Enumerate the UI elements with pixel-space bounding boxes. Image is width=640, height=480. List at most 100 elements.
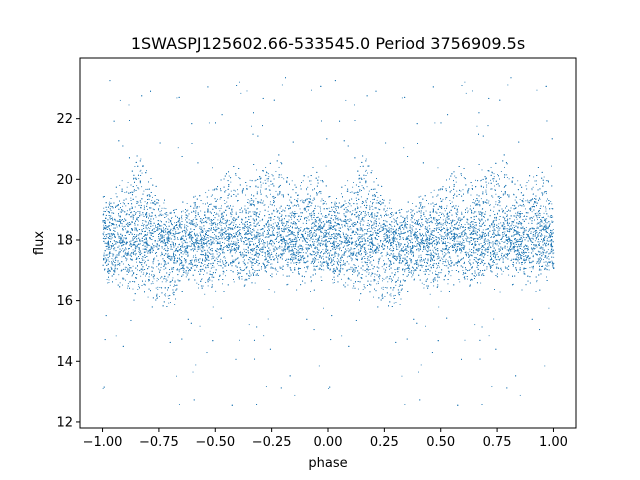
data-point — [370, 275, 372, 277]
data-point — [263, 204, 265, 206]
data-point — [310, 245, 312, 247]
data-point — [483, 238, 485, 240]
data-point — [103, 207, 105, 209]
data-point — [409, 224, 411, 226]
data-point — [525, 200, 527, 202]
data-point — [235, 245, 237, 247]
data-point — [165, 231, 167, 233]
data-point — [337, 262, 338, 263]
data-point — [283, 218, 285, 219]
data-point — [358, 265, 359, 267]
data-point — [313, 225, 315, 227]
data-point — [226, 201, 228, 203]
data-point — [449, 265, 451, 267]
data-point — [404, 259, 406, 261]
data-point — [146, 244, 148, 246]
data-point — [132, 191, 134, 193]
data-point — [121, 223, 123, 225]
chart-title: 1SWASPJ125602.66-533545.0 Period 3756909… — [131, 34, 525, 53]
data-point — [117, 261, 119, 263]
data-point — [397, 256, 399, 258]
data-point — [211, 228, 212, 229]
data-point — [294, 211, 296, 212]
data-point — [273, 209, 275, 211]
data-point — [259, 220, 261, 222]
data-point — [211, 248, 213, 250]
data-point — [321, 263, 323, 265]
data-point — [203, 246, 205, 248]
data-point — [154, 257, 156, 259]
data-point — [289, 246, 291, 247]
data-point — [419, 243, 421, 245]
data-point — [271, 174, 273, 176]
data-point — [456, 255, 458, 257]
data-point — [427, 250, 429, 252]
data-point — [313, 212, 315, 214]
data-point — [179, 221, 181, 223]
data-point — [349, 191, 351, 193]
data-point — [487, 239, 489, 240]
data-point — [496, 266, 498, 268]
data-point — [498, 235, 500, 236]
data-point — [127, 231, 129, 233]
data-point — [537, 214, 539, 216]
data-point — [521, 249, 523, 250]
data-point — [109, 251, 111, 253]
data-point — [141, 252, 143, 254]
data-point — [298, 245, 300, 247]
data-point — [455, 243, 457, 245]
data-point — [428, 242, 430, 244]
data-point — [404, 225, 406, 226]
data-point — [436, 267, 438, 269]
data-point — [219, 254, 221, 256]
data-point — [389, 247, 391, 249]
data-point — [476, 274, 477, 276]
data-point — [449, 256, 451, 257]
data-point — [371, 170, 373, 172]
data-point — [475, 260, 477, 262]
data-point — [495, 239, 497, 241]
data-point — [189, 241, 191, 243]
data-point — [366, 252, 368, 254]
data-point — [110, 215, 112, 217]
data-point — [411, 228, 413, 230]
data-point — [493, 176, 495, 178]
data-point — [279, 247, 281, 249]
data-point — [341, 278, 342, 280]
data-point — [153, 274, 155, 276]
data-point — [152, 263, 154, 265]
data-point — [120, 249, 122, 251]
data-point — [233, 222, 235, 224]
data-point — [227, 171, 229, 173]
data-point — [393, 276, 394, 278]
data-point — [347, 241, 349, 242]
data-point — [376, 247, 378, 249]
data-point — [530, 240, 532, 242]
data-point — [528, 180, 530, 182]
data-point — [184, 225, 186, 227]
data-point — [481, 246, 483, 248]
data-point — [357, 288, 359, 290]
data-point — [436, 195, 438, 197]
data-point — [502, 236, 503, 238]
data-point — [296, 249, 298, 250]
data-point — [515, 242, 517, 244]
data-point — [314, 198, 316, 200]
data-point — [205, 220, 207, 222]
data-point — [487, 243, 489, 245]
data-point — [210, 229, 212, 231]
data-point — [490, 167, 492, 168]
data-point — [463, 245, 465, 246]
data-point — [203, 237, 205, 239]
data-point — [202, 231, 204, 233]
data-point — [296, 213, 298, 214]
data-point — [499, 258, 501, 260]
data-point — [506, 239, 508, 241]
data-point — [438, 255, 439, 257]
data-point — [496, 243, 498, 245]
data-point — [131, 206, 133, 208]
data-point — [378, 274, 380, 276]
data-point — [543, 223, 545, 225]
data-point — [414, 219, 416, 221]
data-point — [430, 230, 432, 232]
